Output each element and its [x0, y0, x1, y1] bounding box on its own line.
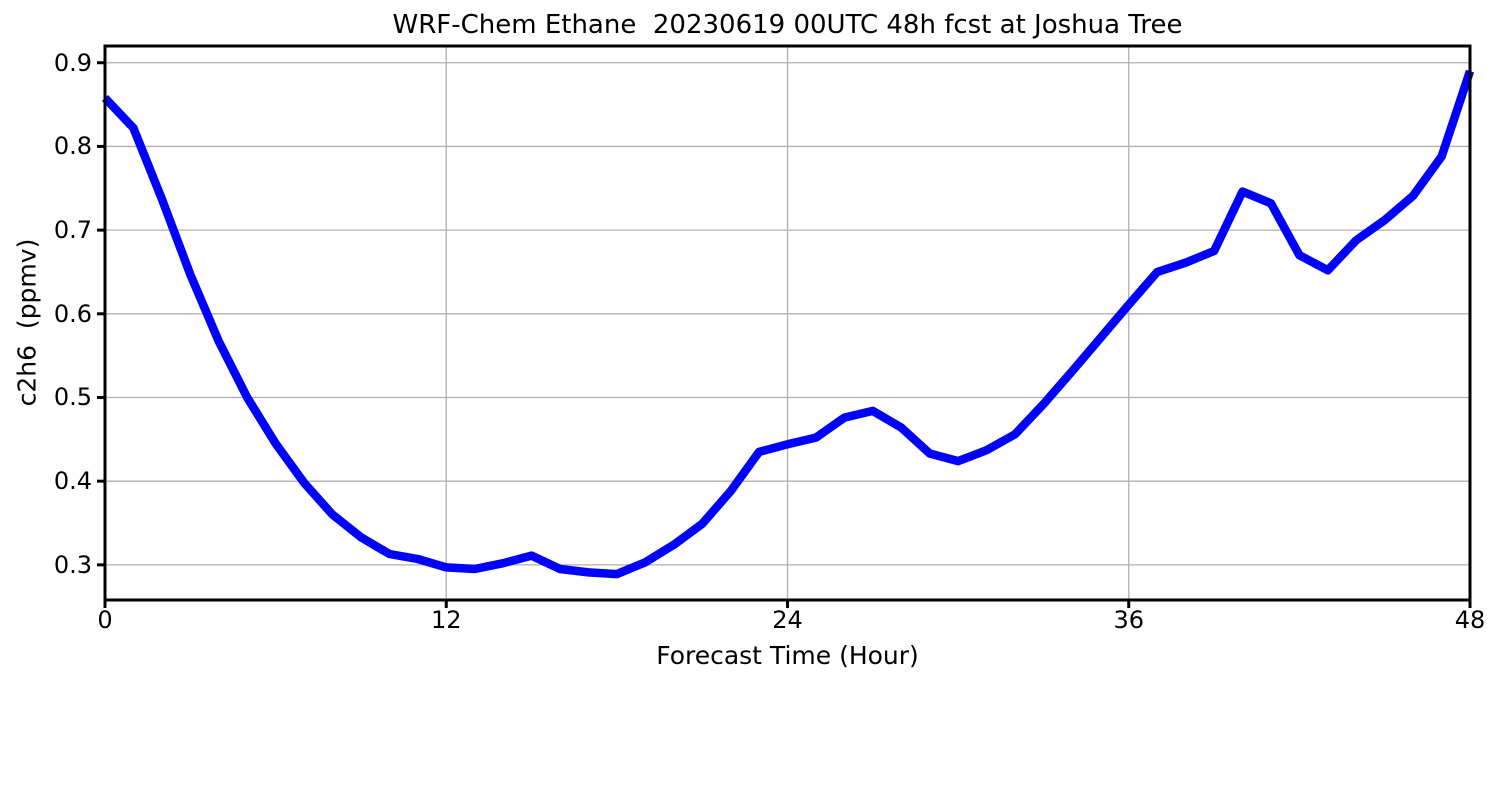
- ethane-forecast-line: [101, 69, 1475, 579]
- y-tick-label: 0.6: [53, 299, 92, 328]
- y-tick-label: 0.3: [53, 550, 92, 579]
- y-tick-label: 0.7: [53, 216, 92, 245]
- chart-title: WRF-Chem Ethane 20230619 00UTC 48h fcst …: [392, 10, 1183, 40]
- y-tick-label: 0.8: [53, 132, 92, 161]
- axis-tick-marks: [97, 61, 1472, 608]
- x-tick-label: 0: [97, 606, 113, 634]
- y-tick-label: 0.4: [53, 467, 92, 496]
- plot-border: [103, 44, 1472, 602]
- axes-spines: [103, 44, 1472, 602]
- gridlines: [104, 46, 1471, 600]
- x-tick-label: 48: [1454, 606, 1486, 634]
- x-tick-label: 24: [772, 606, 803, 634]
- y-tick-label: 0.9: [53, 48, 92, 77]
- x-axis-label: Forecast Time (Hour): [656, 641, 919, 670]
- x-tick-label: 36: [1113, 606, 1145, 634]
- y-tick-label: 0.5: [53, 383, 92, 412]
- series-line-c2h6-ppmv: [101, 69, 1475, 579]
- x-tick-label: 12: [430, 606, 462, 634]
